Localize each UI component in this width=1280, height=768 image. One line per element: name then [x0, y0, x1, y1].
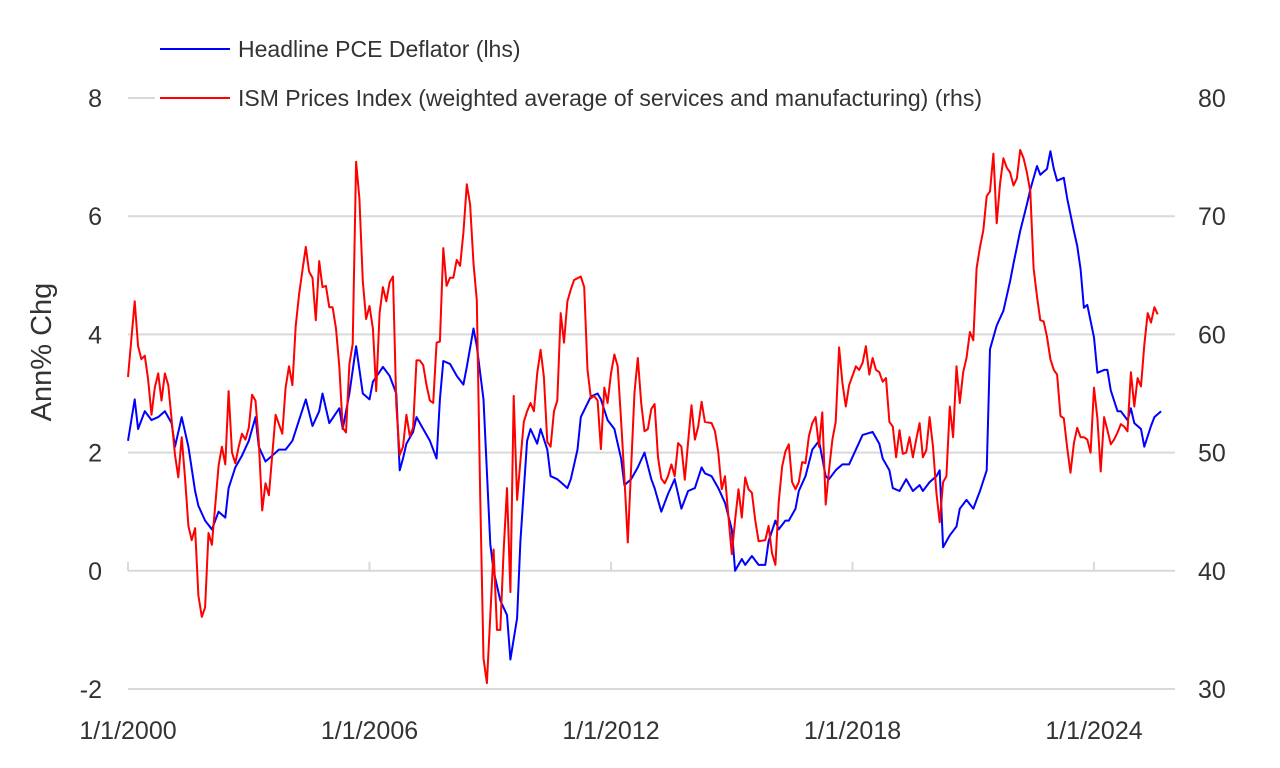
x-tick-label: 1/1/2024 [1045, 717, 1142, 745]
y-tick-label: 4 [88, 321, 102, 349]
series-line-ism [127, 149, 1159, 685]
y2-tick-label: 50 [1198, 440, 1226, 468]
legend-label-ism: ISM Prices Index (weighted average of se… [238, 85, 982, 111]
legend-label-pce: Headline PCE Deflator (lhs) [238, 36, 521, 62]
x-tick-label: 1/1/2018 [804, 717, 901, 745]
y-axis-title: Ann% Chg [26, 283, 58, 422]
y-tick-label: 8 [88, 85, 102, 113]
y2-tick-label: 70 [1198, 203, 1226, 231]
x-tick-label: 1/1/2000 [79, 717, 176, 745]
x-axis: 1/1/2000 1/1/2006 1/1/2012 1/1/2018 1/1/2024 [79, 561, 1143, 745]
y2-tick-label: 40 [1198, 558, 1226, 586]
series-lines [127, 149, 1162, 685]
legend-background [155, 28, 1185, 120]
y-tick-label: 2 [88, 440, 102, 468]
y-tick-label: -2 [80, 676, 102, 704]
y-axis-left: -2 0 2 4 6 8 [80, 85, 102, 704]
y2-tick-label: 30 [1198, 676, 1226, 704]
x-tick-label: 1/1/2012 [562, 717, 659, 745]
y2-tick-label: 60 [1198, 321, 1226, 349]
legend: Headline PCE Deflator (lhs) ISM Prices I… [155, 28, 1185, 120]
y-tick-label: 0 [88, 558, 102, 586]
x-tick-label: 1/1/2006 [321, 717, 418, 745]
series-line-pce [127, 150, 1162, 661]
y-tick-label: 6 [88, 203, 102, 231]
y2-tick-label: 80 [1198, 85, 1226, 113]
y-axis-right: 30 40 50 60 70 80 [1198, 85, 1226, 704]
